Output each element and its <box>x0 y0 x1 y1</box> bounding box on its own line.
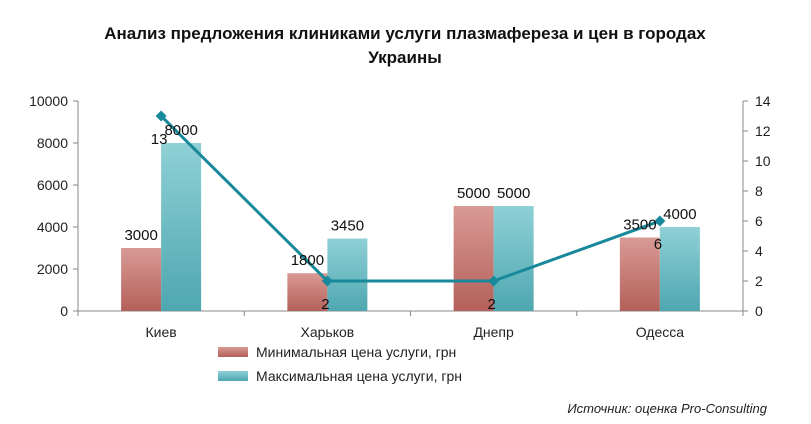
label-max-price: 4000 <box>663 206 696 223</box>
y-right-tick-label: 0 <box>755 303 763 319</box>
label-count: 13 <box>151 131 168 148</box>
y-right-tick-label: 12 <box>755 123 771 139</box>
x-tick-label: Днепр <box>473 324 514 340</box>
legend-swatch-max-price <box>218 371 248 381</box>
count-line-path <box>160 114 661 283</box>
count-marker <box>321 275 333 287</box>
y-right-tick-label: 6 <box>755 213 763 229</box>
source-note: Источник: оценка Pro-Consulting <box>567 401 767 416</box>
y-left-tick-label: 10000 <box>29 93 68 109</box>
legend: Минимальная цена услуги, грн Максимальна… <box>218 344 462 384</box>
label-min-price: 3500 <box>623 217 656 234</box>
legend-label-max-price: Максимальная цена услуги, грн <box>256 368 462 384</box>
bar-max-price <box>327 238 368 311</box>
label-min-price: 5000 <box>457 185 490 202</box>
legend-swatch-min-price <box>218 347 248 357</box>
y-left-tick-label: 0 <box>60 303 68 319</box>
label-max-price: 8000 <box>164 122 197 139</box>
y-left-tick-label: 4000 <box>37 219 68 235</box>
data-labels: 3000 8000 1800 3450 5000 5000 3500 4000 13 2 2 6 <box>124 122 696 313</box>
legend-label-min-price: Минимальная цена услуги, грн <box>256 344 456 360</box>
bar-max-price <box>659 227 700 311</box>
bar-min-price <box>619 237 660 311</box>
y-left-tick-label: 8000 <box>37 135 68 151</box>
bar-min-price <box>121 248 162 311</box>
y-left-tick-label: 6000 <box>37 177 68 193</box>
label-count: 6 <box>654 236 662 253</box>
y-right-tick-label: 2 <box>755 273 763 289</box>
label-max-price: 5000 <box>497 185 530 202</box>
y-right-tick-label: 10 <box>755 153 771 169</box>
x-tick-label: Одесса <box>636 324 685 340</box>
y-right-tick-label: 8 <box>755 183 763 199</box>
bars <box>121 143 700 311</box>
bar-max-price <box>493 206 534 311</box>
bar-min-price <box>287 273 328 311</box>
count-marker <box>488 275 500 287</box>
count-marker <box>654 215 666 227</box>
axes: 0 2000 4000 6000 8000 10000 0 2 4 6 8 10 12 14 Киев Хар… <box>29 93 771 340</box>
chart-title-line2: Украины <box>368 48 442 67</box>
count-line <box>155 110 666 287</box>
label-count: 2 <box>487 296 495 313</box>
x-tick-label: Харьков <box>301 324 355 340</box>
y-right-tick-label: 4 <box>755 243 763 259</box>
chart-title-line1: Анализ предложения клиниками услуги плаз… <box>104 24 706 43</box>
bar-min-price <box>453 206 494 311</box>
x-tick-label: Киев <box>146 324 177 340</box>
count-marker <box>155 110 167 122</box>
label-min-price: 3000 <box>124 227 157 244</box>
y-right-tick-label: 14 <box>755 93 771 109</box>
label-count: 2 <box>321 296 329 313</box>
bar-max-price <box>161 143 202 311</box>
label-min-price: 1800 <box>291 252 324 269</box>
label-max-price: 3450 <box>331 218 364 235</box>
y-left-tick-label: 2000 <box>37 261 68 277</box>
